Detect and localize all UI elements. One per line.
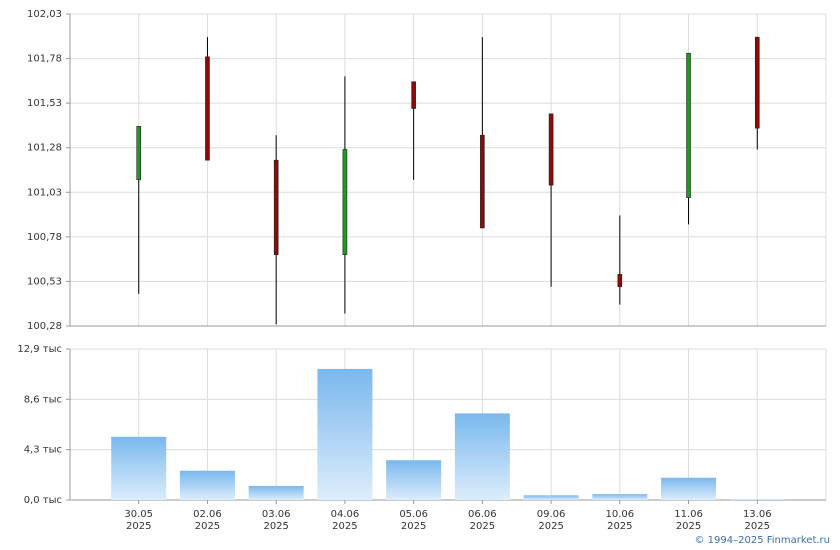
candle-body — [136, 126, 142, 181]
y-tick-label: 101,28 — [27, 143, 62, 154]
x-tick-year: 2025 — [470, 521, 495, 532]
x-tick-label: 06.06 — [468, 509, 497, 520]
candle-body — [411, 81, 416, 109]
volume-bar — [729, 499, 785, 500]
x-tick-label: 03.06 — [262, 509, 291, 520]
x-tick-year: 2025 — [401, 521, 426, 532]
x-tick-label: 10.06 — [605, 509, 634, 520]
x-tick-year: 2025 — [195, 521, 220, 532]
candle-body — [273, 159, 279, 255]
y-tick-label: 101,53 — [27, 98, 62, 109]
y-tick-label: 8,6 тыс — [24, 394, 62, 405]
volume-bar — [317, 368, 373, 500]
x-tick-year: 2025 — [332, 521, 357, 532]
y-tick-label: 100,78 — [27, 232, 62, 243]
x-tick-year: 2025 — [538, 521, 563, 532]
volume-bar — [111, 436, 167, 500]
candle-body — [686, 52, 691, 198]
footer-link[interactable]: © 1994–2025 Finmarket.ru — [694, 535, 830, 546]
candle-body — [205, 56, 210, 161]
x-tick-label: 04.06 — [331, 509, 360, 520]
candle-body — [754, 36, 760, 129]
y-tick-label: 100,53 — [27, 276, 62, 287]
candle-body — [548, 113, 554, 186]
volume-bar — [523, 495, 579, 500]
x-tick-label: 09.06 — [537, 509, 566, 520]
y-tick-label: 100,28 — [27, 321, 62, 332]
y-tick-label: 4,3 тыс — [24, 445, 62, 456]
x-tick-year: 2025 — [263, 521, 288, 532]
volume-bar — [179, 470, 235, 500]
x-tick-label: 13.06 — [743, 509, 772, 520]
volume-bar — [661, 477, 717, 500]
volume-bar — [248, 485, 304, 500]
x-tick-year: 2025 — [607, 521, 632, 532]
x-tick-label: 02.06 — [193, 509, 222, 520]
volume-bar — [454, 413, 510, 500]
x-tick-year: 2025 — [126, 521, 151, 532]
candle-body — [342, 149, 348, 255]
y-tick-label: 101,78 — [27, 54, 62, 65]
y-tick-label: 0,0 тыс — [24, 495, 62, 506]
volume-bar — [592, 494, 648, 500]
y-tick-label: 12,9 тыс — [17, 344, 62, 355]
x-tick-label: 11.06 — [674, 509, 703, 520]
volume-bar — [386, 460, 442, 500]
x-tick-year: 2025 — [745, 521, 770, 532]
y-tick-label: 102,03 — [27, 9, 62, 20]
x-tick-year: 2025 — [676, 521, 701, 532]
y-tick-label: 101,03 — [27, 187, 62, 198]
x-tick-label: 30.05 — [124, 509, 153, 520]
x-tick-label: 05.06 — [399, 509, 428, 520]
candle-body — [480, 134, 485, 229]
candle-body — [617, 273, 623, 288]
